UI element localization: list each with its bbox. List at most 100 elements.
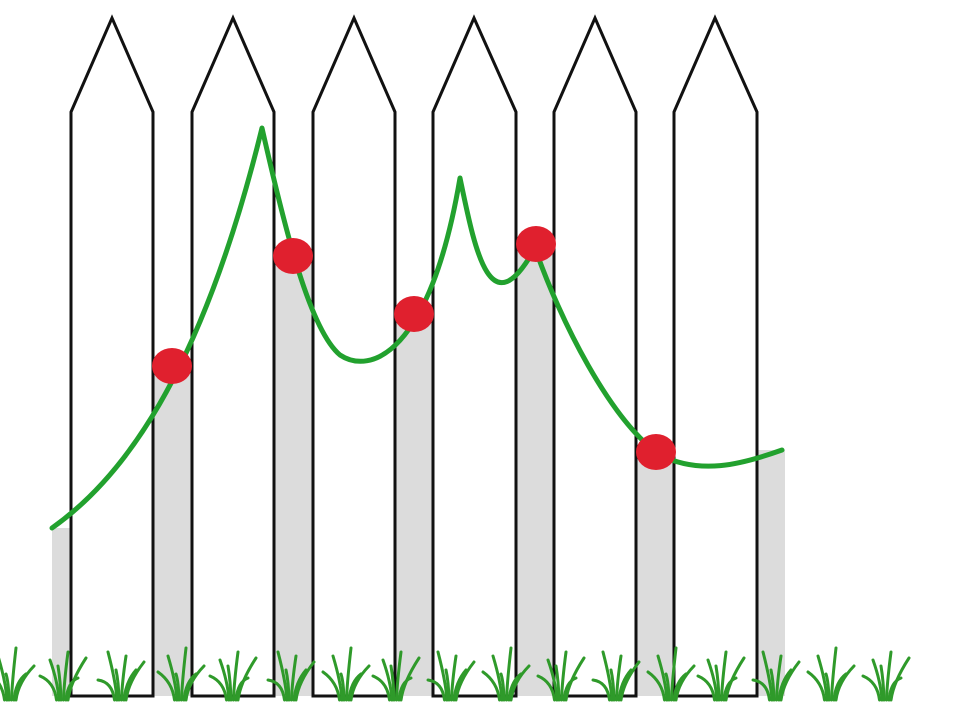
fence-picket-1	[69, 14, 155, 698]
grass-blade	[436, 650, 449, 702]
grass-blade	[536, 674, 556, 702]
grass-blade	[331, 654, 344, 702]
grass-blade	[777, 668, 793, 702]
grass-blade	[454, 660, 476, 702]
grass-blade	[266, 678, 286, 702]
fence-picket-4	[431, 14, 518, 698]
grass-blade	[670, 646, 678, 702]
grass-blade	[48, 658, 61, 702]
grass-blade	[751, 678, 771, 702]
grass-blade	[560, 650, 568, 702]
grass-tuft	[321, 646, 371, 702]
grass-blade	[816, 654, 829, 702]
grass-blade	[714, 664, 721, 702]
grass-blade	[696, 674, 716, 702]
grass-blade	[339, 672, 346, 702]
grass-blade	[546, 658, 559, 702]
grass-blade	[656, 654, 669, 702]
gap-shade-4	[516, 244, 554, 696]
grass-blade	[345, 646, 353, 702]
grass-blade	[399, 656, 421, 702]
grass-blade	[499, 672, 506, 702]
grass-blade	[292, 668, 308, 702]
grass-blade	[349, 664, 371, 702]
fence-pickets	[69, 14, 759, 698]
grass-blade	[509, 664, 531, 702]
grass-blade	[236, 656, 258, 702]
grass-blade	[674, 664, 696, 702]
grass-blade	[861, 674, 881, 702]
grass-blade	[834, 664, 856, 702]
grass-tuft	[156, 646, 206, 702]
grass-blade	[4, 672, 11, 702]
grass-blade	[706, 658, 719, 702]
fence-picket-5	[552, 14, 638, 698]
grass-blade	[10, 646, 18, 702]
grass-blade	[481, 670, 501, 702]
grass-tuft	[536, 650, 586, 702]
grass-blade	[591, 678, 611, 702]
marker-5	[636, 434, 676, 470]
grass-blade	[208, 674, 228, 702]
grass-blade	[720, 650, 728, 702]
grass-blade	[505, 646, 513, 702]
grass-blade	[619, 660, 641, 702]
grass-blade	[664, 672, 671, 702]
gap-shade-1	[153, 366, 192, 696]
grass-blade	[617, 668, 633, 702]
gap-shades	[52, 244, 785, 696]
grass-tuft	[96, 650, 146, 702]
marker-4	[516, 226, 556, 262]
grass-blade	[218, 658, 231, 702]
grass-blade	[371, 674, 391, 702]
grass-blade	[96, 678, 116, 702]
grass-blade	[609, 668, 616, 702]
grass-blade	[120, 654, 128, 702]
grass-blade	[64, 676, 80, 702]
grass-blade	[156, 670, 176, 702]
green-curve	[49, 125, 785, 531]
grass-blade	[724, 656, 746, 702]
grass-blade	[615, 654, 623, 702]
grass-blade	[56, 664, 63, 702]
grass-blade	[775, 654, 783, 702]
grass-blade	[646, 670, 666, 702]
grass-blade	[722, 676, 738, 702]
grass-blade	[830, 646, 838, 702]
grass-tuft	[208, 650, 258, 702]
grass-tuft	[0, 646, 36, 702]
grass-blade	[889, 656, 911, 702]
grass-blade	[14, 664, 36, 702]
grass-blade	[180, 646, 188, 702]
grass-tuft	[861, 650, 911, 702]
grass-blade	[887, 676, 903, 702]
grass-tuft	[591, 650, 641, 702]
grass-blade	[879, 664, 886, 702]
grass-tuft	[751, 650, 801, 702]
grass-blade	[395, 650, 403, 702]
grass-blade	[426, 678, 446, 702]
grass-blade	[66, 656, 88, 702]
grass-blade	[806, 670, 826, 702]
grass-blade	[290, 654, 298, 702]
gap-shade-3	[395, 314, 433, 696]
marker-2	[273, 238, 313, 274]
grass-tuft	[426, 650, 476, 702]
grass-blade	[276, 650, 289, 702]
grass-blade	[444, 668, 451, 702]
grass-blade	[824, 672, 831, 702]
marker-1	[152, 348, 192, 384]
grass-tuft	[481, 646, 531, 702]
grass-blade	[885, 650, 893, 702]
grass-blade	[450, 654, 458, 702]
fence-picket-2	[190, 14, 276, 698]
grass-blade	[166, 654, 179, 702]
grass-blade	[184, 664, 206, 702]
curve-markers	[152, 226, 676, 470]
grass-blade	[389, 664, 396, 702]
grass-blade	[397, 676, 413, 702]
grass-blade	[232, 650, 240, 702]
grass-blade	[564, 656, 586, 702]
grass-tuft	[266, 650, 316, 702]
gap-shade-2	[274, 256, 313, 696]
